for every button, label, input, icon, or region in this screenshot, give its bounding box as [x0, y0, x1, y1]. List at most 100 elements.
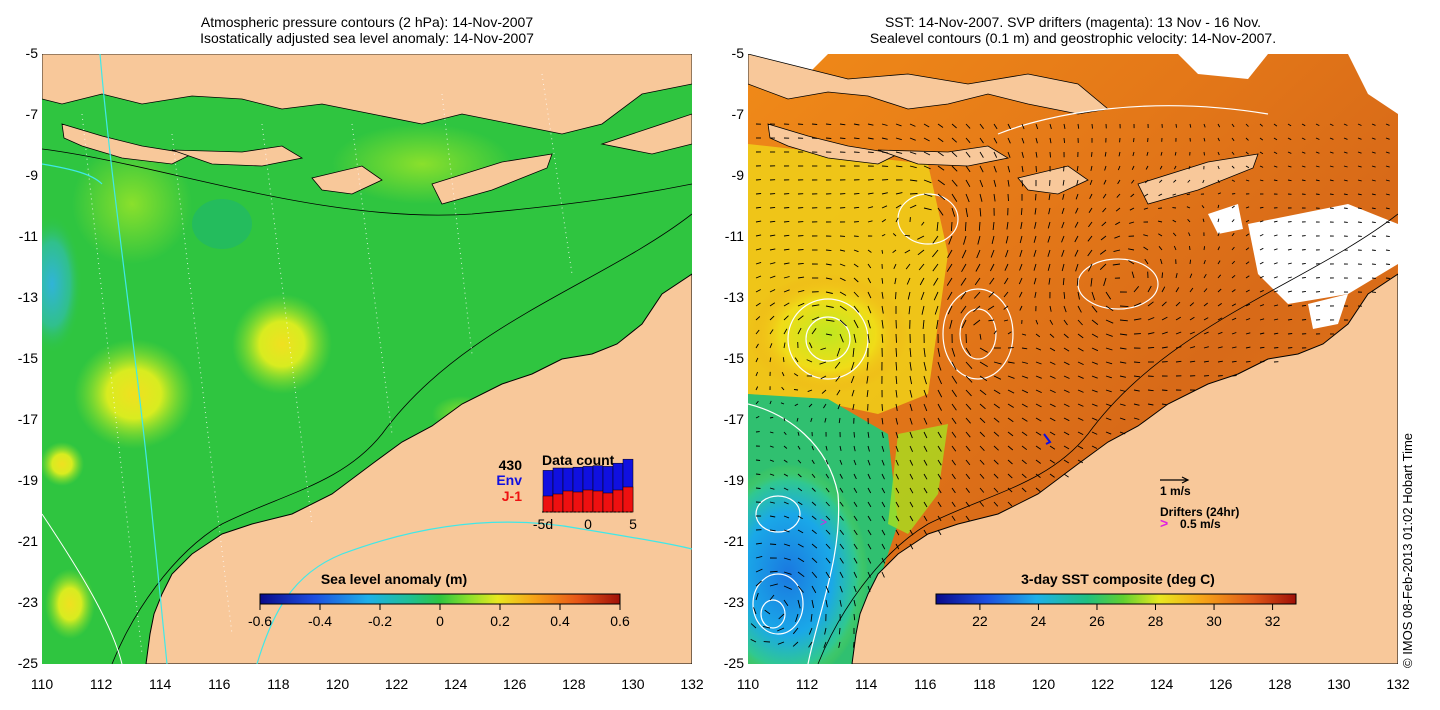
sla-colorbar-ticks: -0.6 -0.4 -0.2 0 0.2 0.4 0.6 [248, 604, 630, 629]
velocity-vector [1049, 319, 1054, 325]
velocity-vector [908, 305, 911, 315]
velocity-vector [1231, 165, 1235, 169]
velocity-vector [1287, 304, 1293, 307]
velocity-vector [1231, 274, 1236, 279]
velocity-vector [1105, 333, 1113, 337]
velocity-vector [921, 221, 925, 226]
velocity-vector [965, 165, 971, 173]
velocity-vector [1385, 207, 1390, 210]
velocity-vector [755, 220, 762, 223]
velocity-vector [923, 165, 931, 170]
velocity-vector [937, 193, 946, 201]
velocity-vector [783, 473, 789, 477]
velocity-vector [993, 165, 997, 173]
velocity-vector [1007, 193, 1009, 202]
velocity-vector [807, 389, 813, 393]
velocity-vector [1175, 331, 1182, 335]
velocity-vector [825, 445, 828, 451]
velocity-vector [783, 220, 790, 223]
velocity-vector [1090, 277, 1093, 287]
velocity-vector [881, 192, 888, 195]
sst-tick-label: 22 [972, 613, 988, 629]
velocity-vector [1259, 304, 1265, 307]
velocity-vector [1099, 263, 1107, 271]
velocity-vector [917, 235, 925, 240]
copyright-notice: © IMOS 08-Feb-2013 01:02 Hobart Time [1400, 432, 1415, 668]
data-count-title: Data count [542, 452, 615, 468]
velocity-vector [867, 445, 870, 452]
velocity-vector [755, 275, 762, 279]
velocity-vector [937, 529, 942, 536]
velocity-vector [909, 403, 913, 412]
velocity-vector [819, 361, 827, 365]
velocity-vector [965, 375, 973, 383]
velocity-vector [937, 137, 944, 143]
velocity-vector [1159, 165, 1163, 170]
velocity-vector [755, 289, 762, 293]
data-count-ticks: -5d 0 5 [533, 516, 637, 532]
velocity-vector [988, 291, 995, 298]
velocity-vector [839, 137, 846, 140]
velocity-vector [1245, 179, 1250, 182]
velocity-vector [1075, 263, 1079, 272]
velocity-vector [1049, 473, 1055, 478]
velocity-vector [1035, 123, 1039, 130]
velocity-vector [1287, 165, 1292, 168]
velocity-vector [987, 305, 995, 311]
velocity-vector [1273, 276, 1278, 279]
velocity-vector [1091, 431, 1098, 435]
velocity-vector [808, 403, 813, 408]
velocity-vector [909, 179, 918, 182]
velocity-vector [1245, 261, 1250, 265]
velocity-vector [1203, 123, 1206, 128]
velocity-vector [853, 263, 859, 268]
right-lat-tick-label: -11 [724, 228, 744, 244]
sst-timor-island [1137, 153, 1259, 205]
velocity-vector [825, 123, 832, 126]
velocity-vector [839, 515, 844, 521]
velocity-vector [1217, 317, 1223, 321]
velocity-vector [1231, 346, 1237, 349]
velocity-vector [1091, 333, 1099, 338]
velocity-vector [853, 319, 859, 329]
sst-svg: 1 m/s Drifters (24hr) > 0.5 m/s > 3-day … [748, 54, 1398, 664]
velocity-vector [811, 585, 817, 594]
velocity-vector [755, 542, 762, 545]
right-lon-tick-label: 132 [1386, 676, 1410, 692]
velocity-vector [1077, 305, 1082, 313]
sst-transition-zone [888, 424, 948, 534]
sst-colorbar [935, 593, 1297, 605]
left-title-line1: Atmospheric pressure contours (2 hPa): 1… [200, 14, 534, 30]
velocity-vector [769, 289, 776, 293]
velocity-vector [750, 638, 757, 643]
velocity-vector [937, 501, 942, 508]
velocity-vector [824, 627, 827, 635]
velocity-vector [825, 319, 835, 322]
velocity-vector [839, 599, 842, 607]
velocity-vector [1217, 274, 1222, 279]
velocity-vector [851, 389, 855, 397]
velocity-vector [811, 459, 815, 465]
velocity-vector [1049, 389, 1056, 394]
velocity-vector [811, 571, 818, 578]
drifter-legend-symbol: > [1160, 515, 1168, 531]
velocity-vector [808, 342, 813, 349]
velocity-vector [853, 333, 857, 343]
velocity-vector [1231, 205, 1235, 209]
sst-tick-label: 30 [1206, 613, 1222, 629]
velocity-vector [907, 291, 911, 300]
velocity-vector [1077, 417, 1084, 421]
velocity-vector [783, 315, 789, 321]
velocity-vector [881, 529, 886, 536]
velocity-vector [811, 316, 820, 321]
velocity-vector [755, 473, 761, 475]
velocity-vector [990, 249, 995, 258]
velocity-vector [1287, 333, 1293, 335]
velocity-vector [1105, 389, 1112, 393]
velocity-vector [951, 361, 957, 371]
timor-island [431, 153, 553, 205]
velocity-vector [1019, 263, 1023, 271]
velocity-vector [755, 487, 761, 489]
velocity-vector [793, 373, 799, 377]
velocity-vector [1049, 431, 1056, 436]
